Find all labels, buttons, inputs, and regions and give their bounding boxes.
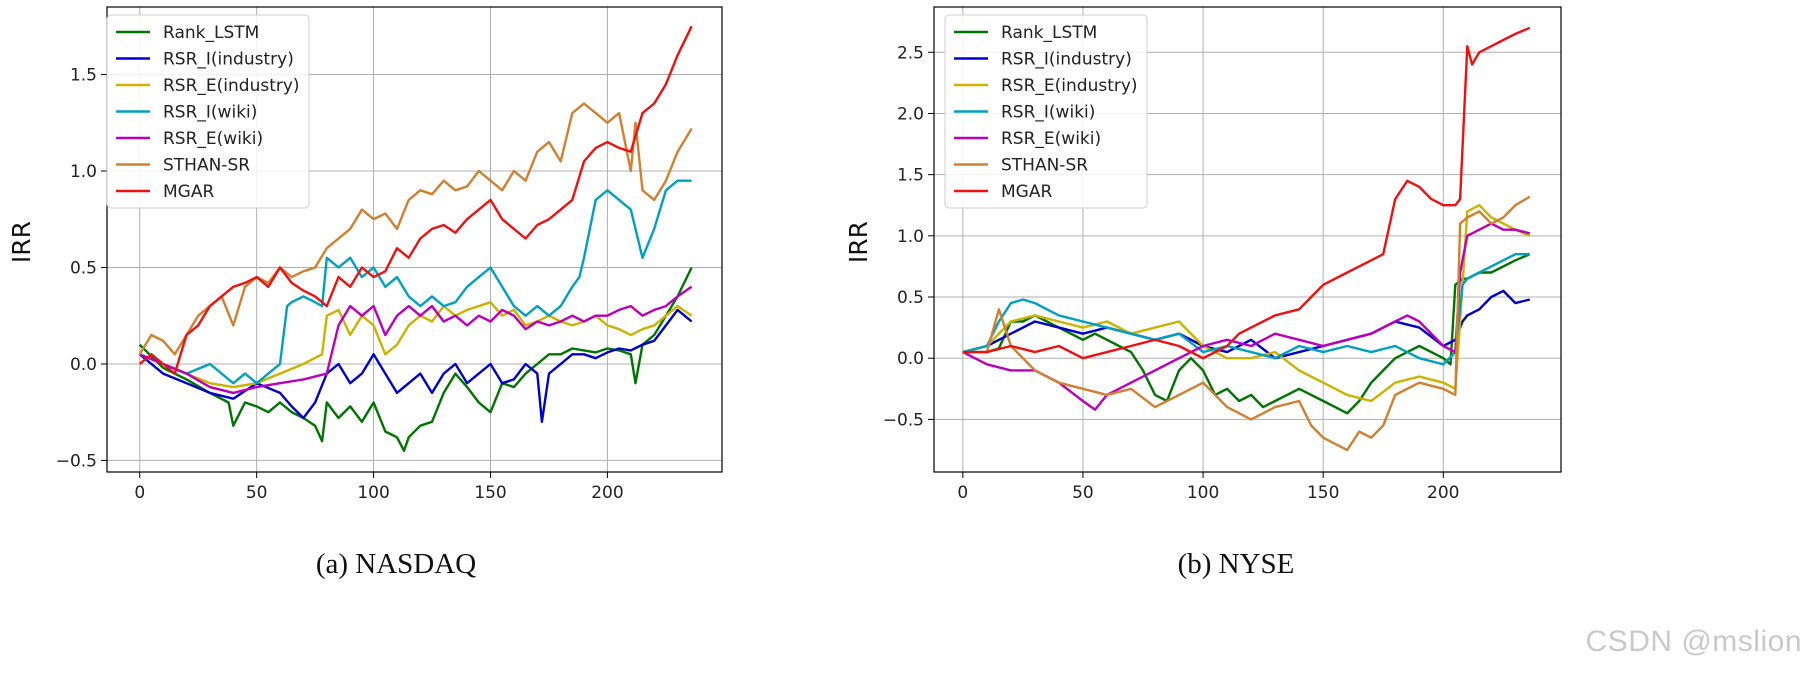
x-tick-label: 150	[474, 483, 506, 503]
legend-label-rsr-e-industry: RSR_E(industry)	[163, 76, 300, 96]
series-line-sthan-sr	[962, 195, 1531, 452]
y-tick-label: 0.5	[70, 258, 97, 278]
series-line-mgar	[962, 26, 1531, 360]
legend-label-rsr-e-wiki: RSR_E(wiki)	[1001, 129, 1101, 149]
legend-label-mgar: MGAR	[1001, 182, 1052, 202]
series-line-mgar	[138, 25, 693, 375]
legend-label-rsr-i-wiki: RSR_I(wiki)	[163, 103, 257, 123]
legend-label-sthan-sr: STHAN-SR	[163, 156, 250, 176]
x-tick-label: 100	[357, 483, 389, 503]
y-tick-label: 0.0	[70, 355, 97, 375]
x-tick-label: 0	[134, 483, 145, 503]
y-tick-label: −0.5	[56, 451, 97, 471]
legend-box	[944, 14, 1148, 209]
y-axis-label: IRR	[7, 221, 36, 263]
series-line-rsr-i-wiki	[962, 253, 1530, 366]
y-tick-label: 0.5	[897, 288, 924, 308]
y-axis-label: IRR	[844, 221, 873, 263]
legend-label-rsr-i-industry: RSR_I(industry)	[1001, 50, 1132, 70]
legend-label-rank-lstm: Rank_LSTM	[1001, 23, 1097, 43]
series-line-rsr-e-wiki	[962, 222, 1531, 411]
y-tick-label: 1.5	[897, 166, 924, 186]
panel-caption: (b) NYSE	[1178, 548, 1295, 580]
x-tick-label: 100	[1187, 483, 1219, 503]
legend-label-sthan-sr: STHAN-SR	[1001, 156, 1088, 176]
panel-caption: (a) NASDAQ	[316, 548, 476, 580]
x-tick-label: 50	[1072, 483, 1094, 503]
x-tick-label: 200	[591, 483, 623, 503]
series-line-rsr-i-industry	[962, 289, 1531, 360]
watermark-text: CSDN @mslion	[1585, 625, 1802, 658]
series-line-rsr-i-industry	[138, 308, 693, 423]
panel-nasdaq: 0 50 100 150 200 −0.5 0.0 0.5 1.0 1.5 IRR Rank_LSTM…	[7, 6, 723, 580]
y-tick-label: 1.5	[70, 66, 97, 86]
legend-label-rsr-e-wiki: RSR_E(wiki)	[163, 129, 263, 149]
y-tick-label: 1.0	[897, 227, 924, 247]
legend-box	[106, 14, 310, 209]
y-tick-label: 1.0	[70, 162, 97, 182]
y-tick-label: 2.0	[897, 104, 924, 124]
legend-label-rsr-e-industry: RSR_E(industry)	[1001, 76, 1138, 96]
series-line-rsr-e-wiki	[139, 285, 693, 395]
series-line-rank-lstm	[138, 266, 693, 452]
legend-label-rsr-i-wiki: RSR_I(wiki)	[1001, 103, 1095, 123]
series-line-rsr-e-industry	[962, 204, 1531, 403]
plot-frame	[933, 6, 1562, 473]
series-line-rsr-i-wiki	[139, 179, 692, 385]
legend-label-rank-lstm: Rank_LSTM	[163, 23, 259, 43]
x-tick-label: 0	[957, 483, 968, 503]
x-tick-label: 150	[1307, 483, 1339, 503]
x-tick-label: 200	[1427, 483, 1459, 503]
y-tick-label: −0.5	[883, 410, 924, 430]
y-tick-label: 0.0	[897, 349, 924, 369]
legend-label-mgar: MGAR	[163, 182, 214, 202]
panel-nyse: 0 50 100 150 200 −0.5 0.0 0.5 1.0 1.5 2.0 2.5 IRR Ran…	[844, 6, 1562, 580]
x-tick-label: 50	[246, 483, 268, 503]
y-tick-label: 2.5	[897, 43, 924, 63]
series-line-sthan-sr	[138, 102, 693, 356]
plot-frame	[106, 6, 723, 473]
legend-label-rsr-i-industry: RSR_I(industry)	[163, 50, 294, 70]
